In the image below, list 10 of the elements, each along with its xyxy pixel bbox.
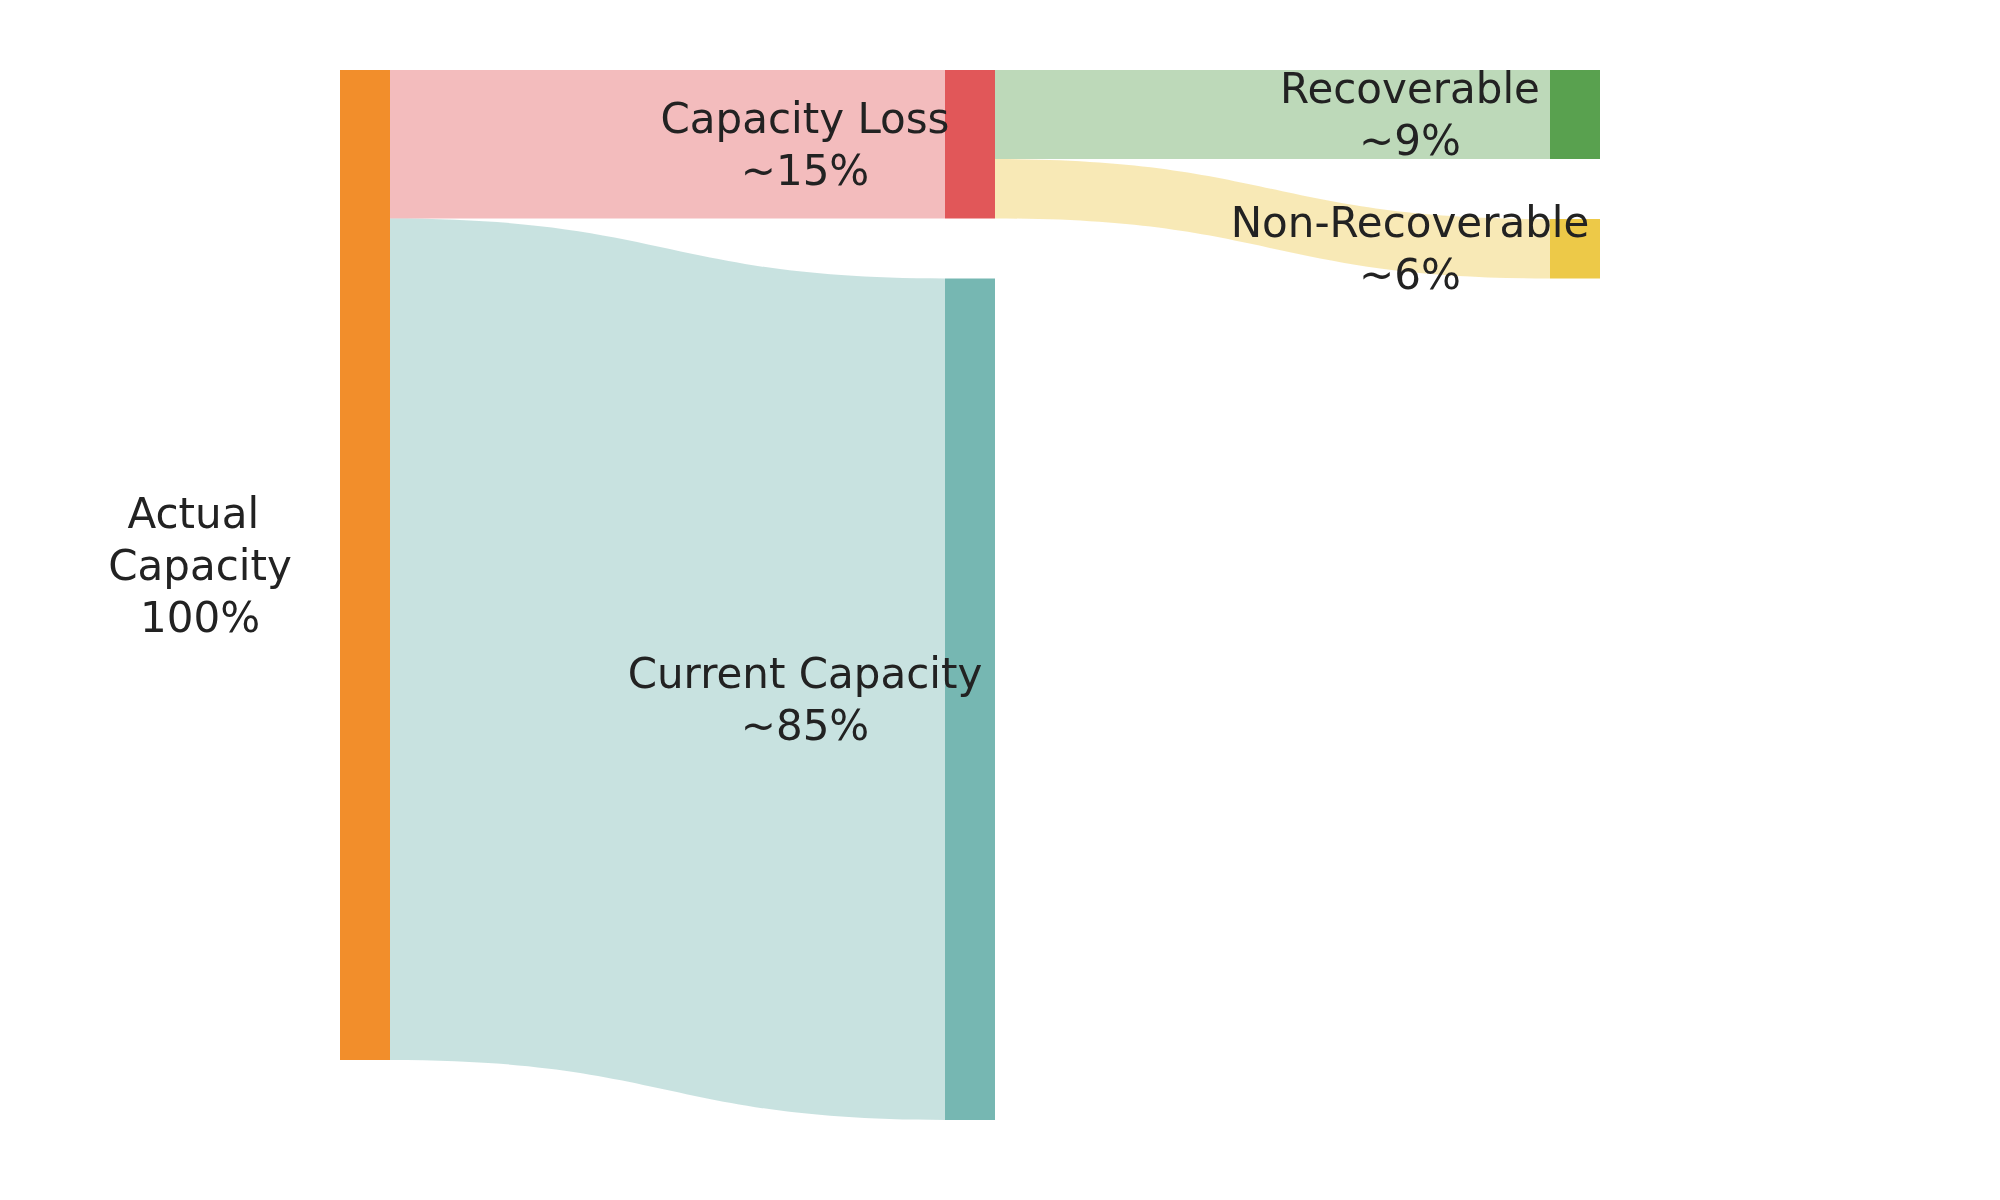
category-label: Actual Capacity [108, 488, 292, 590]
data-label: 100% [139, 592, 261, 642]
category-label: Capacity Loss [660, 93, 950, 143]
data-label: ~6% [1359, 250, 1461, 300]
data-label: ~15% [740, 145, 870, 195]
category-label: Recoverable [1280, 64, 1540, 114]
data-label: ~9% [1359, 116, 1461, 166]
data-label: ~85% [740, 700, 870, 750]
category-label: Non-Recoverable [1230, 198, 1590, 248]
category-label: Current Capacity [627, 648, 983, 698]
